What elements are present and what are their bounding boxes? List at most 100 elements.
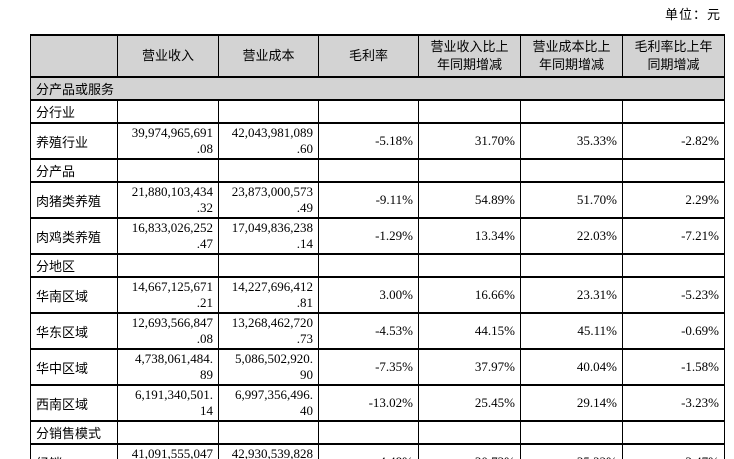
empty-cell — [418, 420, 521, 445]
table-row: 华南区域 14,667,125,671 .21 14,227,696,412 .… — [30, 276, 725, 314]
segment-results-table: 营业收入 营业成本 毛利率 营业收入比上 年同期增减 营业成本比上 年同期增减 … — [30, 34, 725, 459]
table-row-section-full: 分产品或服务 — [30, 76, 725, 101]
section-label: 分产品 — [30, 158, 118, 183]
revenue-cell: 41,091,555,047 .38 — [117, 443, 219, 459]
empty-cell — [318, 158, 419, 183]
margin-yoy-cell: -2.82% — [622, 122, 725, 160]
revenue-cell: 6,191,340,501. 14 — [117, 384, 219, 422]
margin-cell: -9.11% — [318, 181, 419, 219]
empty-cell — [318, 99, 419, 124]
revenue-yoy-cell: 16.66% — [418, 276, 521, 314]
empty-cell — [520, 99, 623, 124]
empty-cell — [218, 253, 319, 278]
cost-yoy-cell: 22.03% — [520, 217, 623, 255]
cost-yoy-cell: 23.31% — [520, 276, 623, 314]
revenue-cell: 16,833,026,252 .47 — [117, 217, 219, 255]
empty-cell — [218, 99, 319, 124]
margin-yoy-cell: -7.21% — [622, 217, 725, 255]
revenue-cell: 12,693,566,847 .08 — [117, 312, 219, 350]
revenue-yoy-cell: 54.89% — [418, 181, 521, 219]
unit-label: 单位：元 — [664, 7, 721, 22]
margin-cell: -4.53% — [318, 312, 419, 350]
header-margin-yoy: 毛利率比上年 同期增减 — [622, 34, 725, 78]
cost-yoy-cell: 51.70% — [520, 181, 623, 219]
empty-cell — [117, 253, 219, 278]
empty-cell — [622, 253, 725, 278]
revenue-yoy-cell: 30.73% — [418, 443, 521, 459]
margin-cell: -7.35% — [318, 348, 419, 386]
revenue-yoy-cell: 25.45% — [418, 384, 521, 422]
revenue-yoy-cell: 31.70% — [418, 122, 521, 160]
margin-cell: -1.29% — [318, 217, 419, 255]
section-label: 分地区 — [30, 253, 118, 278]
empty-cell — [218, 158, 319, 183]
margin-yoy-cell: 2.29% — [622, 181, 725, 219]
section-label: 分产品或服务 — [30, 76, 725, 101]
row-label: 华中区域 — [30, 348, 118, 386]
row-label: 西南区域 — [30, 384, 118, 422]
table-row: 华东区域 12,693,566,847 .08 13,268,462,720 .… — [30, 312, 725, 350]
section-label: 分行业 — [30, 99, 118, 124]
margin-yoy-cell: -5.23% — [622, 276, 725, 314]
row-label: 肉猪类养殖 — [30, 181, 118, 219]
header-cost: 营业成本 — [218, 34, 319, 78]
empty-cell — [520, 158, 623, 183]
table-row: 华中区域 4,738,061,484. 89 5,086,502,920. 90… — [30, 348, 725, 386]
table-row-section: 分销售模式 — [30, 420, 725, 445]
empty-cell — [418, 253, 521, 278]
table-row: 西南区域 6,191,340,501. 14 6,997,356,496. 40… — [30, 384, 725, 422]
cost-yoy-cell: 35.22% — [520, 443, 623, 459]
cost-cell: 13,268,462,720 .73 — [218, 312, 319, 350]
cost-yoy-cell: 35.33% — [520, 122, 623, 160]
table-row: 养殖行业 39,974,965,691 .08 42,043,981,089 .… — [30, 122, 725, 160]
header-blank-cell — [30, 34, 118, 78]
revenue-yoy-cell: 37.97% — [418, 348, 521, 386]
margin-yoy-cell: -0.69% — [622, 312, 725, 350]
table-row-section: 分地区 — [30, 253, 725, 278]
empty-cell — [418, 99, 521, 124]
empty-cell — [622, 99, 725, 124]
empty-cell — [622, 158, 725, 183]
cost-cell: 42,930,539,828 .66 — [218, 443, 319, 459]
revenue-yoy-cell: 44.15% — [418, 312, 521, 350]
empty-cell — [318, 253, 419, 278]
margin-cell: -13.02% — [318, 384, 419, 422]
section-label: 分销售模式 — [30, 420, 118, 445]
margin-yoy-cell: -3.23% — [622, 384, 725, 422]
table-row-section: 分产品 — [30, 158, 725, 183]
revenue-cell: 39,974,965,691 .08 — [117, 122, 219, 160]
table-row: 经销 41,091,555,047 .38 42,930,539,828 .66… — [30, 443, 725, 459]
cost-cell: 6,997,356,496. 40 — [218, 384, 319, 422]
revenue-cell: 4,738,061,484. 89 — [117, 348, 219, 386]
row-label: 华东区域 — [30, 312, 118, 350]
table-row: 肉猪类养殖 21,880,103,434 .32 23,873,000,573 … — [30, 181, 725, 219]
revenue-cell: 21,880,103,434 .32 — [117, 181, 219, 219]
table-header-row: 营业收入 营业成本 毛利率 营业收入比上 年同期增减 营业成本比上 年同期增减 … — [30, 34, 725, 78]
empty-cell — [520, 253, 623, 278]
row-label: 华南区域 — [30, 276, 118, 314]
empty-cell — [622, 420, 725, 445]
cost-cell: 17,049,836,238 .14 — [218, 217, 319, 255]
empty-cell — [117, 420, 219, 445]
empty-cell — [520, 420, 623, 445]
header-revenue: 营业收入 — [117, 34, 219, 78]
margin-cell: 3.00% — [318, 276, 419, 314]
cost-yoy-cell: 45.11% — [520, 312, 623, 350]
cost-yoy-cell: 40.04% — [520, 348, 623, 386]
empty-cell — [318, 420, 419, 445]
empty-cell — [418, 158, 521, 183]
empty-cell — [117, 99, 219, 124]
table-row: 肉鸡类养殖 16,833,026,252 .47 17,049,836,238 … — [30, 217, 725, 255]
revenue-cell: 14,667,125,671 .21 — [117, 276, 219, 314]
header-revenue-yoy: 营业收入比上 年同期增减 — [418, 34, 521, 78]
cost-cell: 5,086,502,920. 90 — [218, 348, 319, 386]
cost-cell: 23,873,000,573 .49 — [218, 181, 319, 219]
margin-cell: -4.48% — [318, 443, 419, 459]
margin-cell: -5.18% — [318, 122, 419, 160]
cost-cell: 42,043,981,089 .60 — [218, 122, 319, 160]
empty-cell — [117, 158, 219, 183]
table-row-section: 分行业 — [30, 99, 725, 124]
empty-cell — [218, 420, 319, 445]
row-label: 养殖行业 — [30, 122, 118, 160]
